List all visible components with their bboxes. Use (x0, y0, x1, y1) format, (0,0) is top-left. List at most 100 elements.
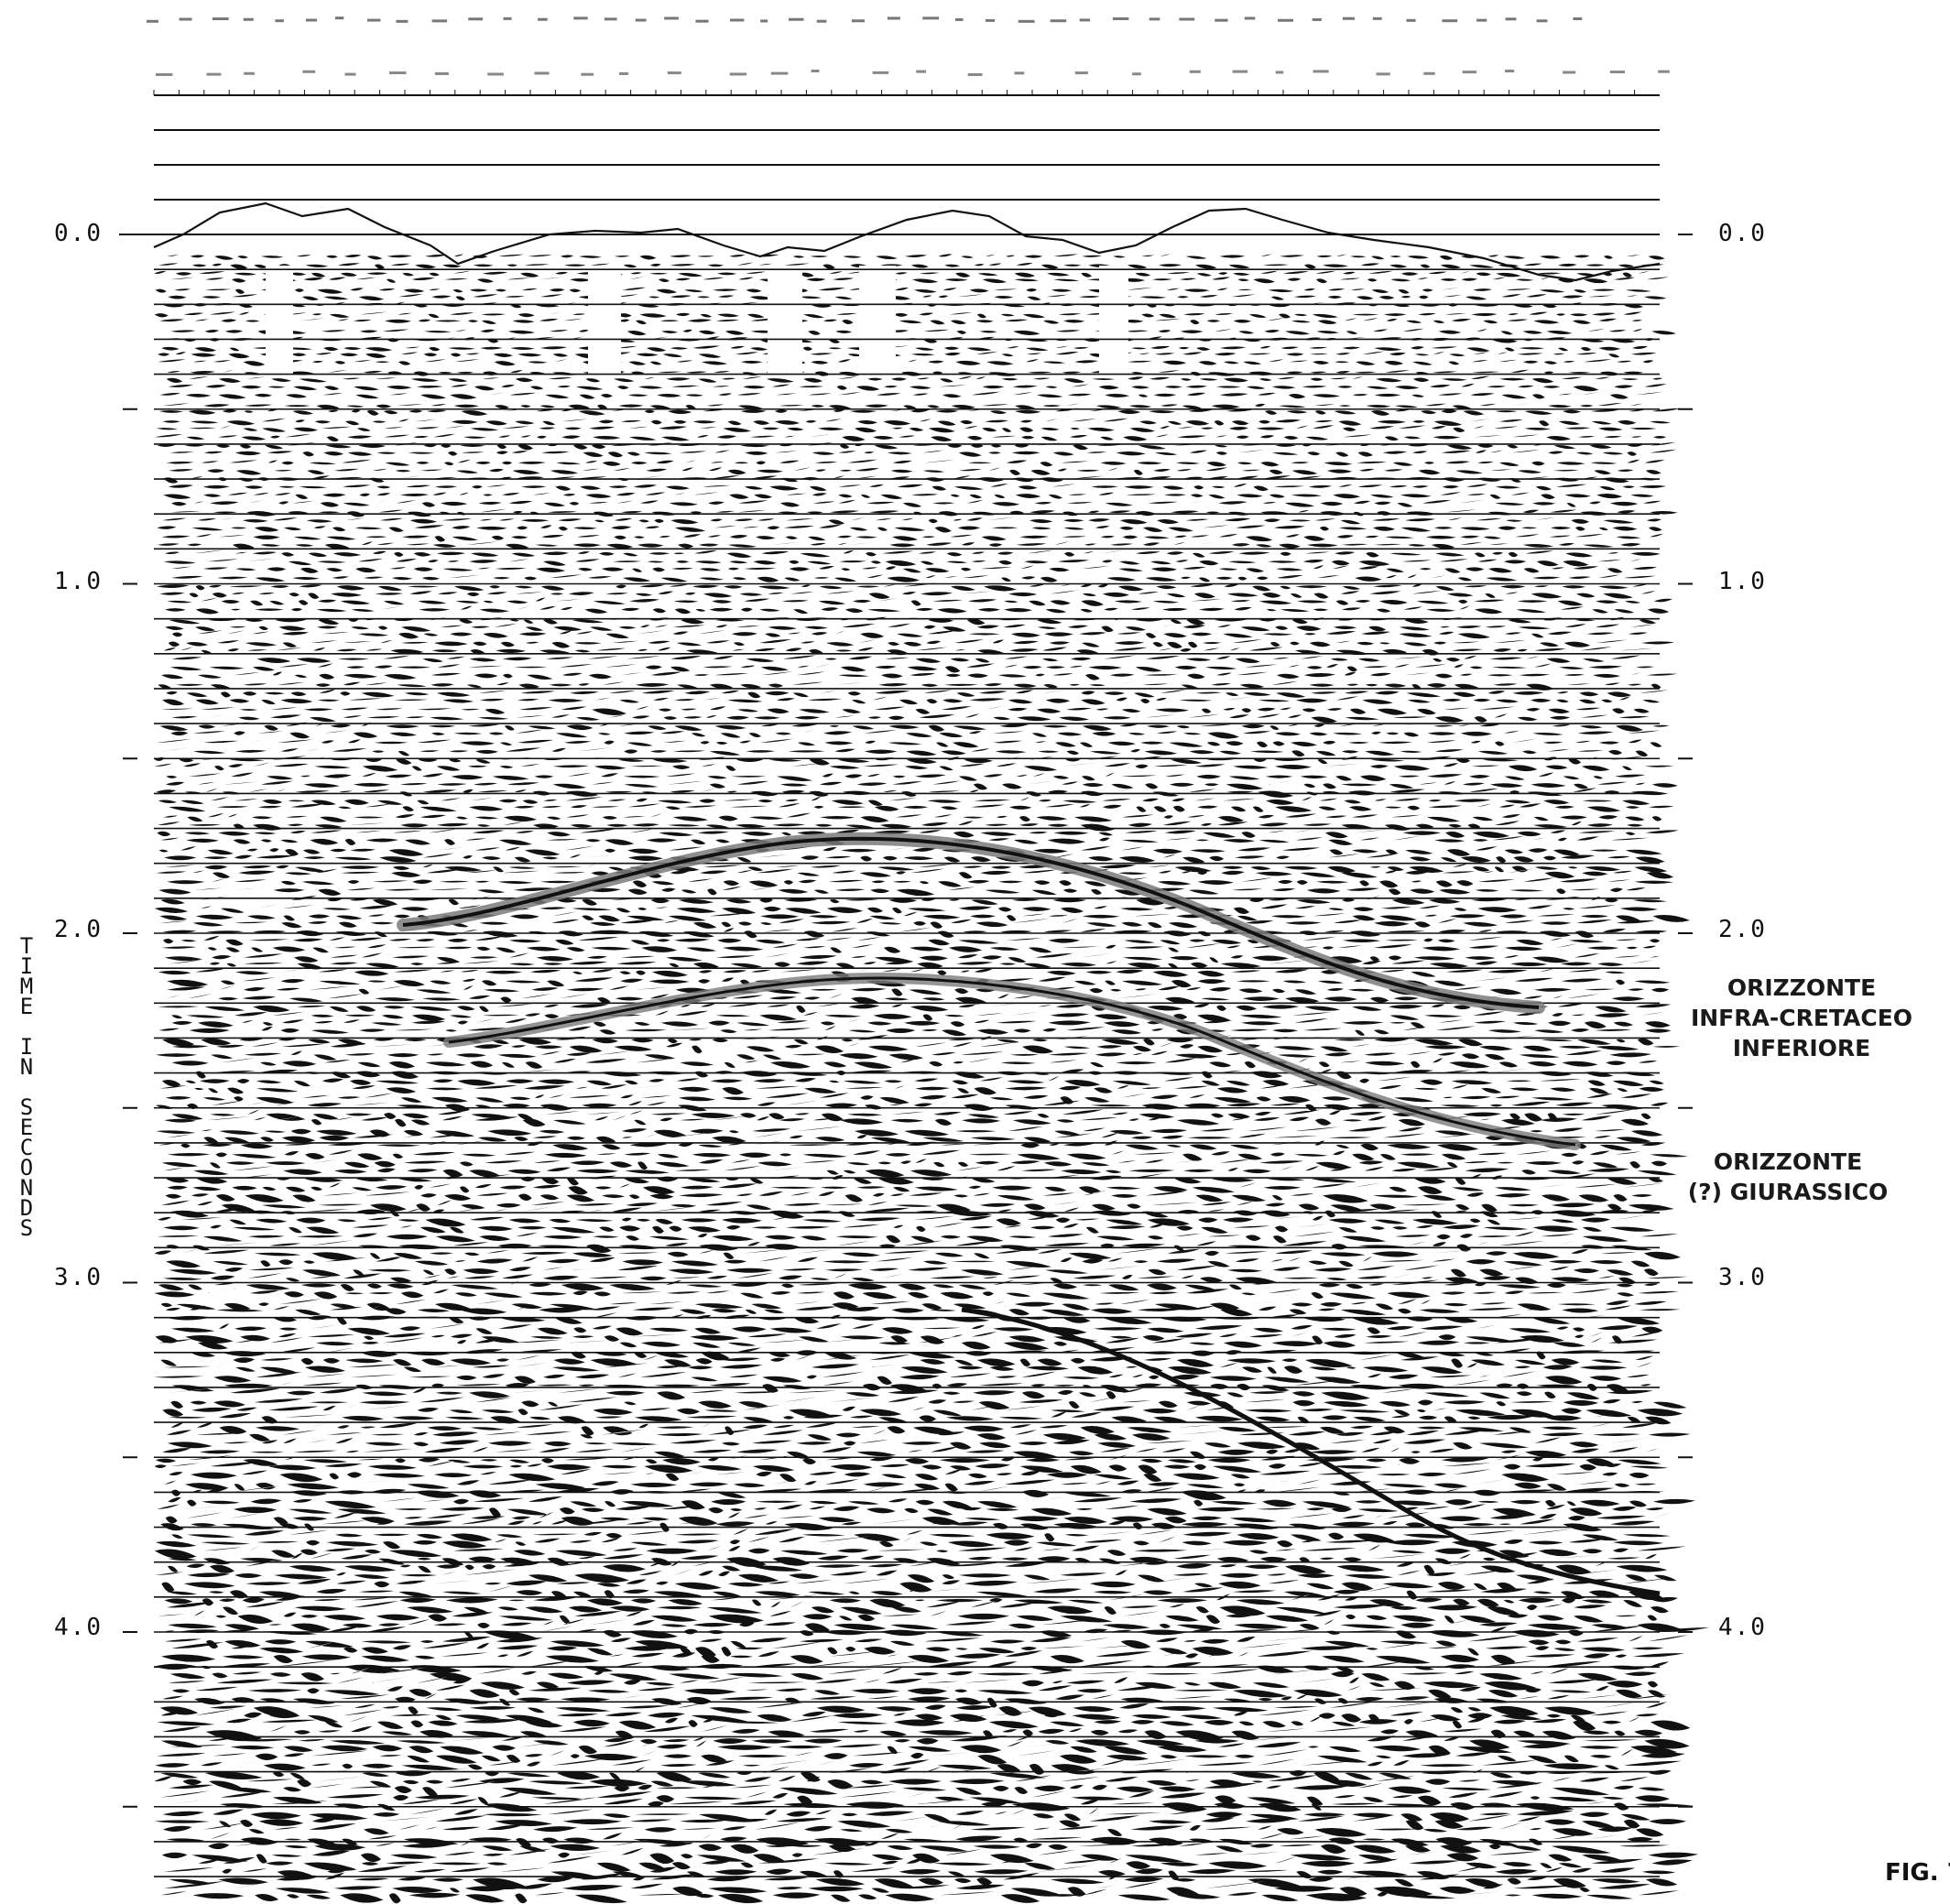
elevation-profile (119, 201, 1661, 282)
deep-reflector (961, 1307, 1661, 1596)
shotpoint-mark (1536, 19, 1548, 23)
shotpoint-mark (1372, 16, 1382, 20)
reflection-band (154, 254, 1682, 416)
shotpoint-mark (243, 17, 254, 21)
left-tick-label: 2.0 (54, 916, 103, 943)
shotpoint-mark (1074, 71, 1088, 75)
shotpoint-mark (573, 16, 588, 20)
shotpoint-mark (1112, 16, 1129, 20)
shotpoint-mark (1312, 17, 1322, 21)
reflection-band (154, 1404, 1695, 1575)
axis-ticks (123, 234, 1693, 1808)
reflection-band (154, 1240, 1688, 1410)
shotpoint-mark (729, 72, 747, 76)
axis-title-letter: M (19, 974, 34, 999)
reflection-band (154, 1734, 1699, 1904)
shotpoint-mark (487, 72, 504, 76)
shotpoint-mark (305, 18, 318, 22)
shotpoint-mark (581, 72, 594, 76)
shotpoint-mark (967, 72, 983, 76)
horizon-label-line: INFERIORE (1732, 1035, 1871, 1061)
shotpoint-mark (431, 19, 448, 23)
reflection-band (155, 1075, 1688, 1244)
shotpoint-mark (434, 71, 449, 75)
gap-column (859, 266, 896, 375)
shotpoint-mark (156, 72, 173, 76)
shotpoint-mark (1179, 17, 1195, 21)
shotpoint-mark (1563, 71, 1576, 74)
shotpoint-mark (1278, 18, 1293, 22)
axis-title-letter: D (19, 1195, 34, 1221)
shotpoint-mark (1014, 71, 1025, 75)
shotpoint-mark (1149, 17, 1160, 21)
shotpoint-mark (619, 71, 629, 75)
shotpoint-mark (1505, 70, 1515, 73)
shotpoint-mark (1476, 18, 1487, 22)
shotpoint-mark (1244, 16, 1256, 20)
reflection-band (154, 1569, 1710, 1742)
horizon-infra-cretaceo-line (402, 836, 1540, 1009)
horizon-label-giurassico: ORIZZONTE (?) GIURASSICO (1669, 1147, 1907, 1207)
seismic-reflection-texture (154, 254, 1710, 1904)
shotpoint-mark (1609, 71, 1626, 74)
axis-title-letter: S (19, 1094, 34, 1120)
left-tick-label: 4.0 (54, 1614, 103, 1641)
shotpoint-mark (730, 18, 745, 22)
horizon-label-line: INFRA-CRETACEO (1690, 1005, 1913, 1031)
shotpoint-mark (872, 71, 889, 74)
shotpoint-mark (1505, 17, 1517, 21)
shotpoint-mark (1573, 17, 1583, 21)
right-tick-label: 4.0 (1718, 1614, 1767, 1641)
shotpoint-mark (788, 17, 804, 21)
data-gap-columns (266, 266, 1128, 375)
shotpoint-mark (1406, 18, 1416, 22)
shotpoint-mark (335, 16, 344, 20)
shotpoint-mark (389, 71, 407, 75)
figure-label: FIG. 7 (1885, 1859, 1950, 1887)
shotpoint-mark (1132, 72, 1141, 76)
shotpoint-mark (1275, 71, 1284, 74)
right-tick-label: 3.0 (1718, 1264, 1767, 1291)
shotpoint-mark (344, 72, 356, 76)
shotpoint-mark (955, 17, 964, 21)
shotpoint-mark (851, 19, 865, 23)
right-tick-label: 2.0 (1718, 916, 1767, 943)
shotpoint-mark (664, 16, 679, 20)
right-tick-label: 0.0 (1718, 220, 1767, 247)
shotpoint-mark (1232, 70, 1248, 73)
shotpoint-mark (244, 71, 255, 75)
shotpoint-mark (1423, 71, 1435, 75)
shotpoint-mark (887, 16, 900, 20)
shotpoint-mark (816, 19, 827, 23)
horizon-label-line: (?) GIURASSICO (1687, 1179, 1889, 1205)
gap-column (768, 266, 802, 375)
left-tick-label: 1.0 (54, 568, 103, 595)
interpreted-reflectors (397, 832, 1661, 1596)
shotpoint-mark (1018, 19, 1035, 23)
axis-title-letter: N (19, 1175, 34, 1201)
reflection-band (154, 747, 1679, 915)
shotpoint-mark (985, 18, 996, 22)
left-tick-label: 3.0 (54, 1264, 103, 1291)
shotpoint-mark (1313, 70, 1329, 73)
axis-title-letter: O (19, 1155, 34, 1180)
shotpoint-mark (1376, 72, 1390, 76)
shotpoint-mark (468, 17, 484, 21)
elevation-line (153, 201, 1661, 282)
horizon-label-line: ORIZZONTE (1727, 974, 1877, 1001)
shotpoint-mark (275, 19, 284, 23)
shotpoint-mark (534, 71, 550, 75)
reflection-band (155, 911, 1690, 1080)
right-tick-label: 1.0 (1718, 568, 1767, 595)
shotpoint-mark (147, 19, 159, 23)
shotpoint-mark (179, 17, 192, 21)
axis-title-letter: C (19, 1135, 34, 1160)
axis-title-letter: I (19, 953, 34, 979)
shotpoint-mark (770, 71, 789, 75)
gap-column (588, 266, 621, 375)
gap-column (266, 266, 293, 375)
axis-title-letter: I (19, 1034, 34, 1060)
shotpoint-mark (212, 17, 229, 21)
